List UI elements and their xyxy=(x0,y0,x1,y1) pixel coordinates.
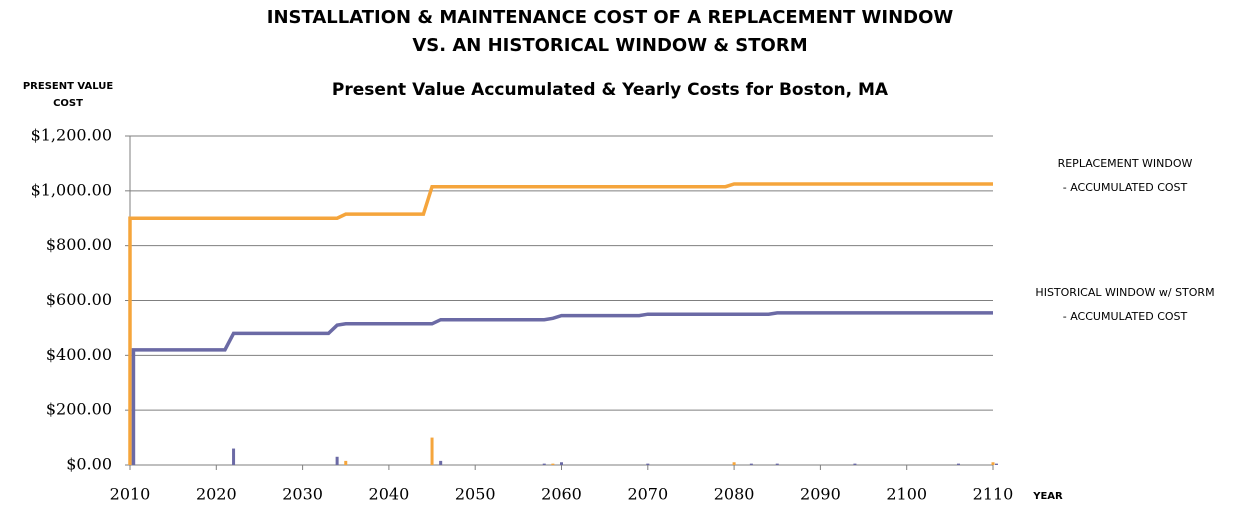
bar xyxy=(232,448,236,465)
legend-label: REPLACEMENT WINDOW xyxy=(1058,157,1193,170)
y-axis-label: COST xyxy=(53,98,83,109)
x-tick-label: 2100 xyxy=(886,485,927,504)
legend-label: - ACCUMULATED COST xyxy=(1063,181,1188,194)
x-tick-label: 2010 xyxy=(110,485,151,504)
y-axis-label: PRESENT VALUE xyxy=(23,81,114,92)
bar xyxy=(775,463,779,465)
x-tick-label: 2030 xyxy=(282,485,323,504)
line xyxy=(131,311,993,465)
legend-label: HISTORICAL WINDOW w/ STORM xyxy=(1035,286,1214,299)
bar xyxy=(991,462,995,465)
x-tick-label: 2070 xyxy=(627,485,668,504)
bar xyxy=(749,463,753,465)
legend-label: - ACCUMULATED COST xyxy=(1063,310,1188,323)
x-tick-label: 2090 xyxy=(800,485,841,504)
chart-title: VS. AN HISTORICAL WINDOW & STORM xyxy=(412,35,807,56)
bar xyxy=(542,463,546,465)
bar xyxy=(335,456,339,465)
x-tick-label: 2080 xyxy=(714,485,755,504)
x-tick-label: 2060 xyxy=(541,485,582,504)
x-tick-label: 2020 xyxy=(196,485,237,504)
chart-title: INSTALLATION & MAINTENANCE COST OF A REP… xyxy=(267,7,954,28)
y-tick-label: $200.00 xyxy=(46,400,112,419)
y-tick-label: $400.00 xyxy=(46,345,112,364)
chart-subtitle: Present Value Accumulated & Yearly Costs… xyxy=(332,80,889,100)
bar xyxy=(551,463,555,465)
x-tick-label: 2110 xyxy=(973,485,1014,504)
y-tick-label: $1,200.00 xyxy=(31,126,112,145)
line xyxy=(128,182,993,465)
bar xyxy=(344,460,348,465)
y-tick-label: $800.00 xyxy=(46,235,112,254)
y-tick-label: $0.00 xyxy=(66,455,112,474)
x-axis-label: YEAR xyxy=(1032,491,1063,502)
x-tick-label: 2040 xyxy=(369,485,410,504)
y-tick-label: $1,000.00 xyxy=(31,180,112,199)
bar xyxy=(732,462,736,465)
x-tick-label: 2050 xyxy=(455,485,496,504)
y-tick-label: $600.00 xyxy=(46,290,112,309)
bar xyxy=(994,463,998,465)
bar xyxy=(439,460,443,465)
bar xyxy=(646,463,650,465)
bar xyxy=(560,462,563,465)
bar xyxy=(853,463,857,465)
bar xyxy=(956,463,960,465)
bar xyxy=(430,437,434,465)
